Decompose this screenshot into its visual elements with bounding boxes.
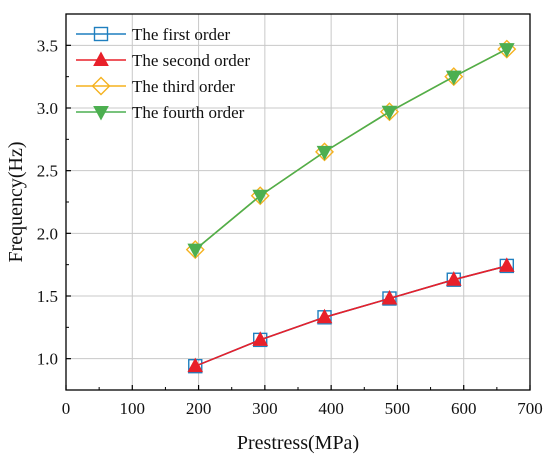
x-tick-label: 700 bbox=[517, 399, 543, 418]
data-point bbox=[187, 243, 204, 259]
series-layer bbox=[185, 39, 517, 374]
x-tick-label: 0 bbox=[62, 399, 71, 418]
y-tick-label: 2.0 bbox=[37, 224, 58, 243]
series-2 bbox=[187, 257, 515, 373]
data-point bbox=[381, 289, 398, 305]
data-point bbox=[498, 43, 515, 58]
data-point bbox=[316, 308, 333, 324]
x-tick-label: 400 bbox=[318, 399, 344, 418]
x-tick-label: 200 bbox=[186, 399, 212, 418]
data-point bbox=[381, 105, 398, 121]
legend-item: The second order bbox=[76, 51, 250, 70]
plot-frame bbox=[65, 13, 531, 391]
series-line bbox=[194, 48, 508, 251]
legend-marker bbox=[91, 76, 111, 96]
x-tick-label: 300 bbox=[252, 399, 278, 418]
x-tick-label: 600 bbox=[451, 399, 477, 418]
y-tick-label: 3.5 bbox=[37, 36, 58, 55]
legend-label: The third order bbox=[132, 77, 235, 96]
x-tick-label: 500 bbox=[385, 399, 411, 418]
grid-lines bbox=[66, 14, 530, 390]
legend-marker bbox=[93, 106, 109, 121]
data-point bbox=[445, 70, 462, 86]
data-point bbox=[252, 189, 269, 205]
legend-label: The first order bbox=[132, 25, 231, 44]
y-tick-label: 1.0 bbox=[37, 350, 58, 369]
legend-marker bbox=[93, 26, 109, 42]
data-point bbox=[316, 145, 333, 161]
data-point bbox=[187, 357, 204, 373]
axis-ticks: 0 100 200 300 400 500 600 700 1.0 1.5 2.0 2.5 3.0 3.5 bbox=[37, 36, 543, 418]
y-tick-label: 3.0 bbox=[37, 99, 58, 118]
legend-marker bbox=[93, 51, 109, 66]
x-tick-label: 100 bbox=[120, 399, 146, 418]
data-point bbox=[252, 331, 269, 346]
series-line bbox=[194, 265, 508, 367]
data-point bbox=[498, 257, 515, 272]
y-tick-label: 1.5 bbox=[37, 287, 58, 306]
y-tick-label: 2.5 bbox=[37, 162, 58, 181]
y-axis-title: Frequency(Hz) bbox=[5, 141, 27, 262]
legend-item: The first order bbox=[76, 25, 231, 44]
data-point bbox=[445, 271, 462, 286]
series-4 bbox=[187, 43, 515, 259]
legend-item: The third order bbox=[76, 76, 235, 96]
legend-label: The second order bbox=[132, 51, 250, 70]
legend: The first order The second order The third… bbox=[76, 25, 250, 122]
legend-item: The fourth order bbox=[76, 103, 245, 122]
legend-label: The fourth order bbox=[132, 103, 245, 122]
x-axis-title: Prestress(MPa) bbox=[237, 432, 359, 454]
series-3 bbox=[185, 39, 517, 260]
